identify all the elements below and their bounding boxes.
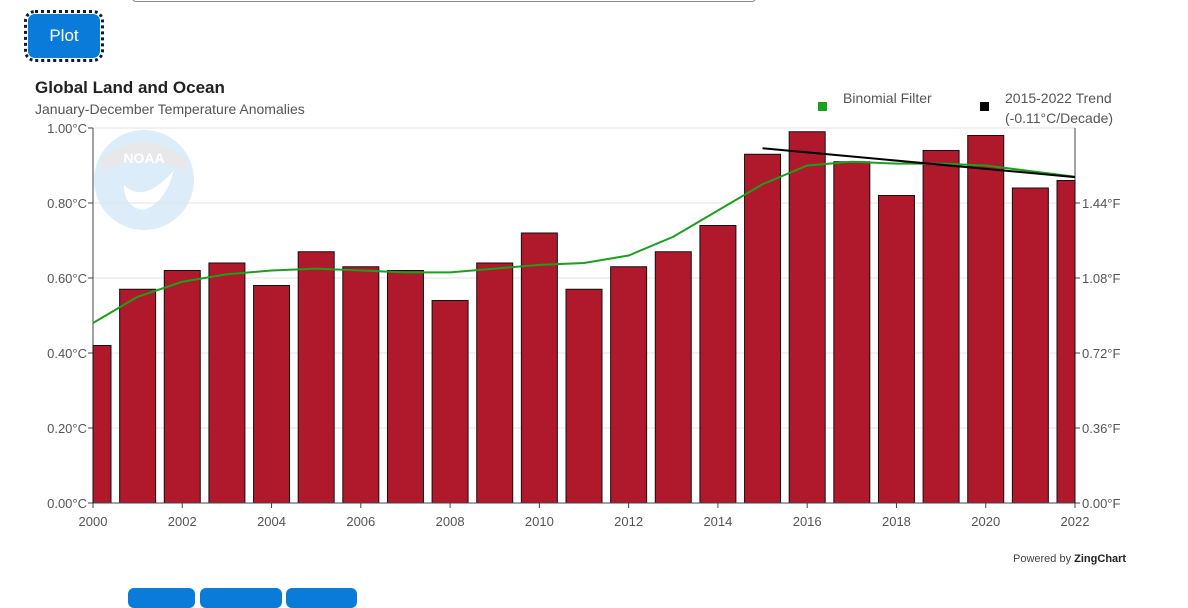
powered-by-brand: ZingChart bbox=[1074, 553, 1127, 565]
bar-2002 bbox=[163, 270, 201, 504]
trend-legend-marker bbox=[980, 102, 989, 111]
y-tick-label-left: 0.20°C bbox=[47, 421, 87, 436]
bar-2013 bbox=[654, 251, 692, 504]
y-tick-label-left: 0.80°C bbox=[47, 196, 87, 211]
y-tick-label-right: 1.44°F bbox=[1082, 196, 1121, 211]
legend-trend[interactable]: 2015-2022 Trend (-0.11°C/Decade) bbox=[1005, 88, 1145, 128]
x-tick-label: 2006 bbox=[346, 514, 375, 529]
x-tick-label: 2010 bbox=[525, 514, 554, 529]
y-tick-label-left: 0.40°C bbox=[47, 346, 87, 361]
bar-2018 bbox=[877, 195, 915, 504]
noaa-logo-icon: NOAA bbox=[94, 130, 194, 230]
bar-2001 bbox=[119, 288, 157, 504]
noaa-logo-text: NOAA bbox=[123, 150, 164, 166]
x-tick-label: 2020 bbox=[971, 514, 1000, 529]
binomial-filter-line bbox=[92, 160, 1076, 324]
bar-2017 bbox=[833, 161, 871, 504]
bar-2019 bbox=[922, 150, 960, 504]
trend-line bbox=[762, 147, 1076, 179]
bar-2011 bbox=[565, 288, 603, 504]
chart-subtitle: January-December Temperature Anomalies bbox=[35, 101, 305, 117]
y-tick-label-right: 0.00°F bbox=[1082, 496, 1121, 511]
powered-by-prefix: Powered by bbox=[1013, 553, 1072, 565]
chart-title: Global Land and Ocean bbox=[35, 78, 225, 97]
binomial-legend-marker bbox=[818, 102, 827, 111]
legend-binomial[interactable]: Binomial Filter bbox=[843, 90, 932, 106]
bar-2000 bbox=[92, 345, 112, 504]
x-tick-label: 2000 bbox=[79, 514, 108, 529]
x-tick-label: 2022 bbox=[1061, 514, 1090, 529]
x-tick-label: 2004 bbox=[257, 514, 286, 529]
bottom-button-3[interactable] bbox=[286, 588, 357, 608]
y-tick-label-right: 0.36°F bbox=[1082, 421, 1121, 436]
bar-2014 bbox=[699, 225, 737, 504]
x-tick-label: 2012 bbox=[614, 514, 643, 529]
y-tick-label-right: 0.72°F bbox=[1082, 346, 1121, 361]
y-tick-label-left: 0.60°C bbox=[47, 271, 87, 286]
bar-2008 bbox=[431, 300, 469, 504]
x-tick-label: 2008 bbox=[436, 514, 465, 529]
bottom-button-1[interactable] bbox=[128, 588, 195, 608]
bar-2005 bbox=[297, 251, 335, 504]
bar-2021 bbox=[1011, 187, 1049, 504]
legend-trend-line2: (-0.11°C/Decade) bbox=[1005, 110, 1114, 126]
bar-2015 bbox=[744, 153, 782, 504]
bar-2007 bbox=[386, 270, 424, 504]
legend-trend-line1: 2015-2022 Trend bbox=[1005, 90, 1112, 106]
search-input[interactable] bbox=[132, 0, 756, 2]
bar-2009 bbox=[476, 262, 514, 504]
bottom-button-2[interactable] bbox=[200, 588, 282, 608]
bar-2004 bbox=[253, 285, 291, 504]
powered-by[interactable]: Powered by ZingChart bbox=[1013, 553, 1126, 565]
plot-button[interactable]: Plot bbox=[24, 10, 104, 62]
x-tick-label: 2014 bbox=[703, 514, 732, 529]
x-tick-label: 2018 bbox=[882, 514, 911, 529]
bar-2003 bbox=[208, 262, 246, 504]
bar-2020 bbox=[967, 135, 1005, 504]
y-tick-label-left: 0.00°C bbox=[47, 496, 87, 511]
bar-2022 bbox=[1056, 180, 1076, 504]
bar-2012 bbox=[610, 266, 648, 504]
y-tick-label-right: 1.08°F bbox=[1082, 271, 1121, 286]
bar-2010 bbox=[520, 232, 558, 504]
y-tick-label-left: 1.00°C bbox=[47, 121, 87, 136]
bar-2006 bbox=[342, 266, 380, 504]
x-tick-label: 2016 bbox=[793, 514, 822, 529]
bar-2016 bbox=[788, 131, 826, 504]
x-tick-label: 2002 bbox=[168, 514, 197, 529]
